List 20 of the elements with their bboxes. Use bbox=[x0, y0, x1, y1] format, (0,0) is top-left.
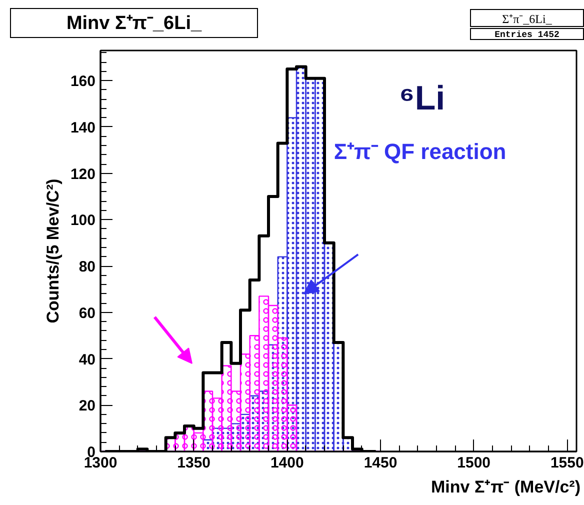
x-tick-label: 1400 bbox=[270, 454, 304, 472]
x-axis-title: Minv Σ⁺π⁻ (MeV/c²) bbox=[431, 478, 581, 496]
y-tick-label: 80 bbox=[78, 258, 96, 276]
y-tick-label: 20 bbox=[78, 398, 96, 415]
text: Σ⁺π⁻_6Li_ bbox=[470, 9, 584, 27]
y-tick-label: 60 bbox=[78, 304, 96, 322]
annotation: ⁶Li bbox=[399, 80, 446, 118]
y-tick-label: 100 bbox=[70, 212, 96, 230]
y-tick-label: 160 bbox=[70, 73, 96, 90]
y-tick-label: 140 bbox=[70, 119, 96, 136]
chart-title: Minv Σ⁺π⁻_6Li_ bbox=[10, 8, 258, 38]
text: Entries 1452 bbox=[470, 28, 584, 40]
x-tick-label: 1500 bbox=[457, 454, 491, 472]
x-tick-label: 1350 bbox=[177, 454, 211, 472]
annotation: Σ⁺π⁻ QF reaction bbox=[334, 139, 506, 164]
y-axis-title: Counts/(5 Mev/C²) bbox=[43, 178, 62, 324]
x-tick-label: 1550 bbox=[550, 454, 584, 472]
y-tick-label: 40 bbox=[78, 351, 96, 368]
y-tick-label: 120 bbox=[70, 166, 96, 183]
x-tick-label: 1450 bbox=[364, 454, 398, 472]
